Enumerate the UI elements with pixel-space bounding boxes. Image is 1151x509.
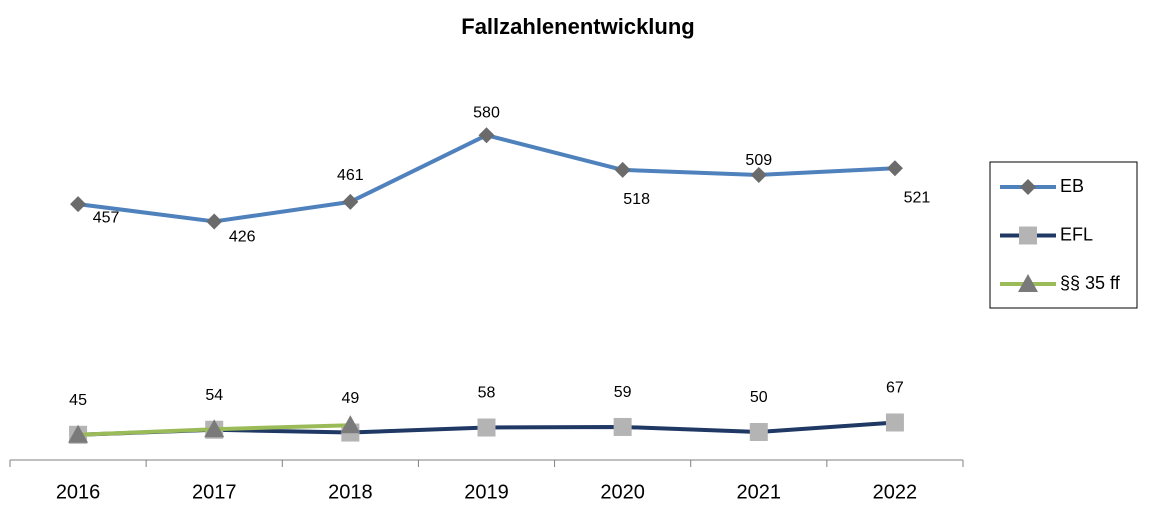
data-label: 509 xyxy=(745,152,772,169)
marker xyxy=(1020,179,1036,195)
data-label: 580 xyxy=(473,104,500,121)
marker xyxy=(750,166,767,183)
data-label: 457 xyxy=(93,209,120,226)
marker xyxy=(885,413,904,432)
marker xyxy=(886,160,903,177)
marker xyxy=(204,419,225,438)
marker xyxy=(1018,274,1038,292)
marker xyxy=(477,418,496,437)
data-label: 58 xyxy=(478,385,496,402)
marker xyxy=(478,127,495,144)
marker xyxy=(614,161,631,178)
data-label: 426 xyxy=(229,229,256,246)
data-label: 518 xyxy=(623,191,650,208)
legend-label: EB xyxy=(1060,176,1084,196)
x-tick-label: 2018 xyxy=(328,481,373,503)
chart-title: Fallzahlenentwicklung xyxy=(461,14,694,39)
marker xyxy=(206,213,223,230)
legend-label: §§ 35 ff xyxy=(1060,273,1121,293)
x-tick-label: 2016 xyxy=(56,481,101,503)
marker xyxy=(68,424,89,443)
marker xyxy=(613,417,632,436)
data-label: 50 xyxy=(750,389,768,406)
x-tick-label: 2019 xyxy=(464,481,509,503)
data-label: 461 xyxy=(337,167,364,184)
series-line xyxy=(77,133,896,224)
data-label: 54 xyxy=(205,387,223,404)
marker xyxy=(70,196,87,213)
marker xyxy=(1019,226,1037,245)
marker xyxy=(342,193,359,210)
marker xyxy=(749,423,768,441)
data-label: 45 xyxy=(69,392,87,409)
legend-label: EFL xyxy=(1060,224,1093,244)
marker xyxy=(340,415,361,434)
data-label: 49 xyxy=(341,390,359,407)
x-tick-label: 2022 xyxy=(873,481,918,503)
x-tick-label: 2017 xyxy=(192,481,237,503)
x-tick-label: 2020 xyxy=(600,481,645,503)
data-label: 521 xyxy=(904,189,931,206)
data-label: 67 xyxy=(886,380,904,397)
data-label: 59 xyxy=(614,384,632,401)
x-tick-label: 2021 xyxy=(737,481,782,503)
